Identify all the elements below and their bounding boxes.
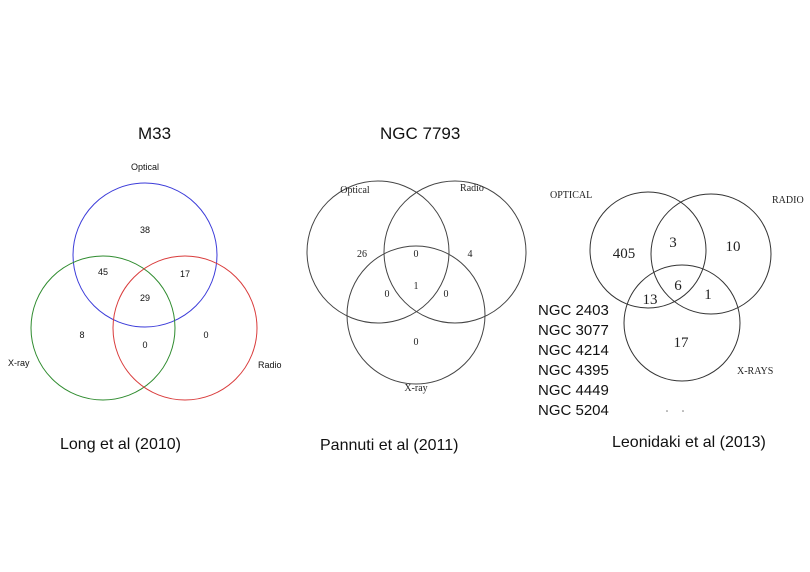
- panel1-region-optical-radio: 17: [180, 269, 190, 279]
- panel2-title: NGC 7793: [380, 124, 461, 143]
- galaxy-list: NGC 2403 NGC 3077 NGC 4214 NGC 4395 NGC …: [538, 301, 609, 421]
- galaxy-item: NGC 4214: [538, 342, 609, 359]
- panel3-region-xray-only: 17: [674, 335, 690, 351]
- panel3-xray-circle: [623, 264, 741, 382]
- panel2-region-xray-only: 0: [414, 337, 419, 348]
- panel1-region-all-three: 29: [140, 293, 150, 303]
- panel3-optical-label: OPTICAL: [550, 190, 592, 201]
- panel3-radio-label: RADIO: [772, 195, 804, 206]
- panel2-xray-label: X-ray: [404, 383, 427, 394]
- galaxy-item: NGC 4395: [538, 362, 609, 379]
- panel1-xray-label: X-ray: [8, 358, 30, 368]
- panel2-xray-circle: [346, 245, 486, 385]
- panel2-optical-circle: [306, 180, 450, 324]
- panel2-region-radio-only: 4: [468, 249, 473, 260]
- galaxy-item: NGC 4449: [538, 382, 609, 399]
- panel1-venn: Optical X-ray Radio 38 45 17 29 8 0 0: [8, 162, 282, 401]
- panel3-venn: OPTICAL RADIO X-RAYS 405 3 10 13 6 1 17: [550, 190, 804, 412]
- galaxy-item: NGC 3077: [538, 322, 609, 339]
- panel1-region-xray-radio: 0: [142, 340, 147, 350]
- panel2-region-radio-xray: 0: [444, 289, 449, 300]
- panel2-region-optical-radio: 0: [414, 249, 419, 260]
- galaxy-item: NGC 2403: [538, 302, 609, 319]
- panel2-radio-label: Radio: [460, 183, 484, 194]
- panel1-radio-circle: [112, 255, 258, 401]
- panel2-caption: Pannuti et al (2011): [320, 437, 459, 454]
- panel1-region-xray-only: 8: [79, 330, 84, 340]
- panel1-radio-label: Radio: [258, 360, 282, 370]
- panel3-region-radio-only: 10: [726, 239, 741, 255]
- panel3-region-optical-xray: 13: [643, 292, 658, 308]
- panel3-region-optical-radio: 3: [669, 235, 677, 251]
- panel2-region-optical-only: 26: [357, 249, 367, 260]
- panel2-radio-circle: [383, 180, 527, 324]
- panel3-region-all-three: 6: [674, 278, 682, 294]
- panel1-region-radio-only: 0: [203, 330, 208, 340]
- panel3-optical-circle: [589, 191, 707, 309]
- panel3-region-radio-xray: 1: [704, 287, 712, 303]
- panel2-venn: Optical Radio X-ray 26 0 4 0 1 0 0: [306, 180, 527, 394]
- galaxy-item: NGC 5204: [538, 402, 609, 419]
- panel3-stray-dot: [666, 410, 668, 412]
- panel2-region-optical-xray: 0: [385, 289, 390, 300]
- panel1-title: M33: [138, 124, 172, 143]
- panel3-caption: Leonidaki et al (2013): [612, 434, 766, 451]
- panel3-xray-label: X-RAYS: [737, 366, 773, 377]
- panel2-region-all-three: 1: [414, 281, 419, 292]
- panel1-xray-circle: [30, 255, 176, 401]
- panel1-optical-circle: [72, 182, 218, 328]
- panel1-region-optical-xray: 45: [98, 267, 108, 277]
- panel3-region-optical-only: 405: [613, 246, 636, 262]
- panel3-radio-circle: [650, 193, 772, 315]
- panel1-caption: Long et al (2010): [60, 436, 181, 453]
- panel3-stray-dot: [682, 410, 684, 412]
- panel1-region-optical-only: 38: [140, 225, 150, 235]
- panel1-optical-label: Optical: [131, 162, 159, 172]
- panel2-optical-label: Optical: [340, 185, 370, 196]
